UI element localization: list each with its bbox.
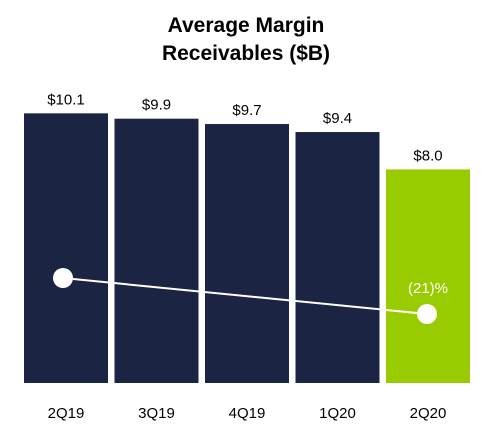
bar-3q19 — [114, 118, 199, 383]
category-labels-group: 2Q19 3Q19 4Q19 1Q20 2Q20 — [48, 405, 447, 422]
change-overlay-group: (21)% — [53, 268, 448, 324]
bars-group — [24, 113, 470, 383]
value-label-4q19: $9.7 — [232, 102, 261, 119]
change-line — [62, 277, 428, 315]
category-label-2q20: 2Q20 — [410, 405, 447, 422]
category-label-4q19: 4Q19 — [229, 405, 266, 422]
chart-title-line-1: Average Margin — [167, 14, 325, 37]
change-label: (21)% — [408, 280, 448, 297]
change-start-marker — [53, 268, 73, 288]
category-label-3q19: 3Q19 — [138, 405, 175, 422]
value-label-1q20: $9.4 — [323, 110, 352, 127]
category-label-1q20: 1Q20 — [319, 405, 356, 422]
value-labels-group: $10.1 $9.9 $9.7 $9.4 $8.0 — [47, 91, 442, 164]
change-end-marker — [417, 304, 437, 324]
chart-title-line-2: Receivables ($B) — [161, 42, 331, 65]
value-label-3q19: $9.9 — [142, 97, 171, 114]
bar-2q20 — [386, 169, 470, 383]
bar-4q19 — [205, 124, 289, 383]
category-label-2q19: 2Q19 — [48, 405, 85, 422]
value-label-2q20: $8.0 — [413, 147, 442, 164]
value-label-2q19: $10.1 — [47, 91, 85, 108]
bar-2q19 — [24, 113, 108, 383]
chart-title: Average Margin Receivables ($B) — [0, 12, 492, 68]
bar-1q20 — [295, 132, 380, 383]
